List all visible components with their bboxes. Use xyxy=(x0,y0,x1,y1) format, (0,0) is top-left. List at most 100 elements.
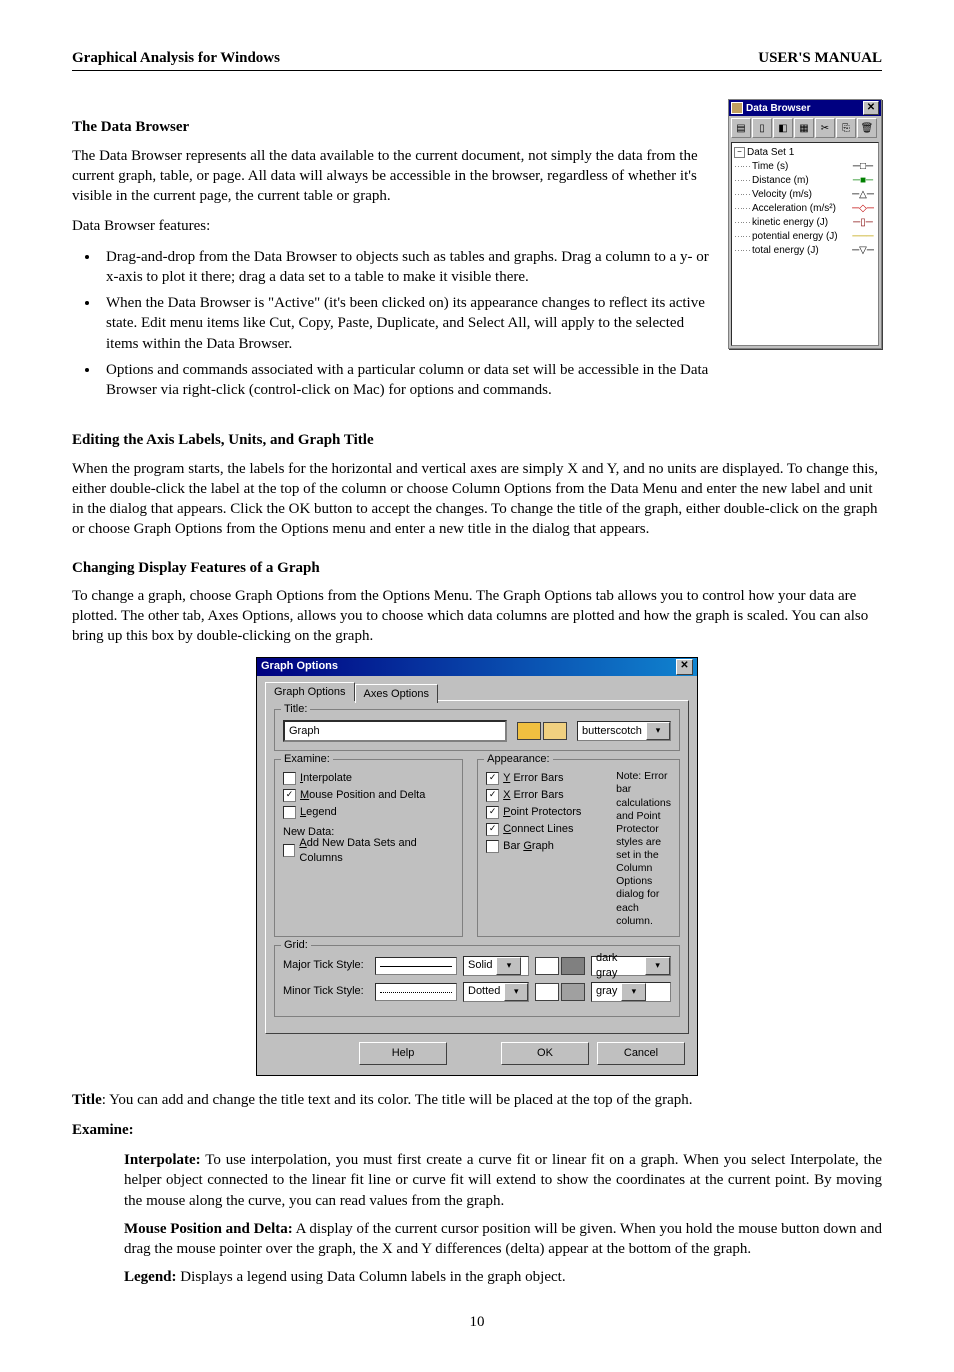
checkbox[interactable] xyxy=(283,806,296,819)
minor-tick-style-combo[interactable]: Dotted▾ xyxy=(463,982,529,1002)
checkbox[interactable] xyxy=(283,772,296,785)
checkbox[interactable]: ✓ xyxy=(486,823,499,836)
tree-branch-icon: ⋯⋯ xyxy=(734,216,750,228)
minor-swatch-2[interactable] xyxy=(561,983,585,1001)
major-tick-row: Major Tick Style: Solid▾ dark gray▾ xyxy=(283,956,671,976)
tree-item[interactable]: ⋯⋯Distance (m)─■─ xyxy=(734,173,876,187)
heading-display-features: Changing Display Features of a Graph xyxy=(72,558,882,578)
ok-button[interactable]: OK xyxy=(501,1042,589,1065)
checkbox[interactable]: ✓ xyxy=(486,789,499,802)
grid-group: Grid: Major Tick Style: Solid▾ dark gray… xyxy=(274,945,680,1017)
chevron-down-icon[interactable]: ▾ xyxy=(646,722,670,740)
tree-item[interactable]: ⋯⋯Acceleration (m/s²)─◇─ xyxy=(734,201,876,215)
cut-icon[interactable]: ✂ xyxy=(815,118,835,138)
tab-axes-options[interactable]: Axes Options xyxy=(355,684,438,704)
major-tick-preview xyxy=(375,957,457,975)
chk-label: Y Error Bars xyxy=(503,771,563,786)
tree-root[interactable]: − Data Set 1 xyxy=(734,145,876,159)
graph-options-dialog: Graph Options ✕ Graph Options Axes Optio… xyxy=(256,657,698,1076)
chk-bar-graph[interactable]: Bar Graph xyxy=(486,838,606,855)
major-swatch-1[interactable] xyxy=(535,957,559,975)
close-icon[interactable]: ✕ xyxy=(863,101,879,115)
chevron-down-icon[interactable]: ▾ xyxy=(496,957,521,975)
minor-tick-swatches[interactable] xyxy=(535,983,585,1001)
title-group: Title: Graph butterscotch ▾ xyxy=(274,709,680,751)
checkbox[interactable] xyxy=(283,844,295,857)
series-marker-icon: ─▯─ xyxy=(850,216,876,230)
title-color-combo[interactable]: butterscotch ▾ xyxy=(577,721,671,741)
minor-tick-row: Minor Tick Style: Dotted▾ gray▾ xyxy=(283,982,671,1002)
page-number: 10 xyxy=(72,1312,882,1332)
column-options-icon[interactable]: ◧ xyxy=(773,118,793,138)
cancel-button[interactable]: Cancel xyxy=(597,1042,685,1065)
tree-branch-icon: ⋯⋯ xyxy=(734,188,750,200)
chk-connect-lines[interactable]: ✓Connect Lines xyxy=(486,821,606,838)
minor-tick-color-combo[interactable]: gray▾ xyxy=(591,982,671,1002)
title-color-swatches[interactable] xyxy=(517,722,567,740)
close-icon[interactable]: ✕ xyxy=(676,659,693,675)
chk-label: Mouse Position and Delta xyxy=(300,788,425,803)
data-browser-titlebar[interactable]: Data Browser ✕ xyxy=(729,100,881,116)
tab-graph-options[interactable]: Graph Options xyxy=(265,682,355,702)
s1-bullets: Drag-and-drop from the Data Browser to o… xyxy=(72,247,710,401)
new-dataset-icon[interactable]: ▤ xyxy=(731,118,751,138)
chk-y-error-bars[interactable]: ✓ Y Error Bars xyxy=(486,770,606,787)
heading-axis-labels: Editing the Axis Labels, Units, and Grap… xyxy=(72,430,882,450)
tree-item-label: potential energy (J) xyxy=(752,230,838,244)
data-browser-window: Data Browser ✕ ▤ ▯ ◧ ▦ ✂ ⎘ 🗑 − Data Set … xyxy=(728,99,882,349)
checkbox[interactable] xyxy=(486,840,499,853)
chevron-down-icon[interactable]: ▾ xyxy=(504,983,528,1001)
checkbox[interactable]: ✓ xyxy=(486,806,499,819)
tree-branch-icon: ⋯⋯ xyxy=(734,202,750,214)
header-right: USER'S MANUAL xyxy=(758,48,882,68)
data-browser-toolbar: ▤ ▯ ◧ ▦ ✂ ⎘ 🗑 xyxy=(729,116,881,140)
title-color-name: butterscotch xyxy=(578,724,646,739)
major-tick-color-combo[interactable]: dark gray▾ xyxy=(591,956,671,976)
title-input[interactable]: Graph xyxy=(283,720,507,742)
tree-branch-icon: ⋯⋯ xyxy=(734,244,750,256)
sort-icon[interactable]: ▦ xyxy=(794,118,814,138)
s1-b2: When the Data Browser is "Active" (it's … xyxy=(100,293,710,354)
title-swatch-1[interactable] xyxy=(517,722,541,740)
delete-icon[interactable]: 🗑 xyxy=(857,118,877,138)
series-marker-icon: ─▽─ xyxy=(850,244,876,258)
major-tick-swatches[interactable] xyxy=(535,957,585,975)
s1-b1: Drag-and-drop from the Data Browser to o… xyxy=(100,247,710,288)
tree-item[interactable]: ⋯⋯Time (s)─□─ xyxy=(734,159,876,173)
major-swatch-2[interactable] xyxy=(561,957,585,975)
tree-item[interactable]: ⋯⋯kinetic energy (J)─▯─ xyxy=(734,215,876,229)
dialog-buttons: Help OK Cancel xyxy=(265,1034,689,1067)
help-button[interactable]: Help xyxy=(359,1042,447,1065)
chk-mouse-position-and-delta[interactable]: ✓ Mouse Position and Delta xyxy=(283,787,454,804)
tree-item[interactable]: ⋯⋯Velocity (m/s)─△─ xyxy=(734,187,876,201)
collapse-icon[interactable]: − xyxy=(734,147,745,158)
chk-label: Point Protectors xyxy=(503,805,581,820)
appearance-note: Note: Error bar calculations and Point P… xyxy=(616,770,671,928)
minor-swatch-1[interactable] xyxy=(535,983,559,1001)
chk-interpolate[interactable]: Interpolate xyxy=(283,770,454,787)
chk-legend[interactable]: Legend xyxy=(283,804,454,821)
tree-item[interactable]: ⋯⋯potential energy (J)─── xyxy=(734,229,876,243)
tree-item[interactable]: ⋯⋯total energy (J)─▽─ xyxy=(734,243,876,257)
tree-item-label: Time (s) xyxy=(752,160,788,174)
series-marker-icon: ─△─ xyxy=(850,188,876,202)
chevron-down-icon[interactable]: ▾ xyxy=(621,983,646,1001)
checkbox[interactable]: ✓ xyxy=(486,772,499,785)
checkbox[interactable]: ✓ xyxy=(283,789,296,802)
definitions: Interpolate: To use interpolation, you m… xyxy=(124,1150,882,1288)
after-examine-head: Examine: xyxy=(72,1120,882,1140)
series-marker-icon: ─■─ xyxy=(850,174,876,188)
chk-add-new-data[interactable]: Add New Data Sets and Columns xyxy=(283,842,454,859)
chk-point-protectors[interactable]: ✓ Point Protectors xyxy=(486,804,606,821)
series-marker-icon: ─□─ xyxy=(850,160,876,174)
new-column-icon[interactable]: ▯ xyxy=(752,118,772,138)
chevron-down-icon[interactable]: ▾ xyxy=(645,957,670,975)
copy-icon[interactable]: ⎘ xyxy=(836,118,856,138)
chk-x-error-bars[interactable]: ✓X Error Bars xyxy=(486,787,606,804)
major-tick-style-combo[interactable]: Solid▾ xyxy=(463,956,529,976)
after-title-line: Title: You can add and change the title … xyxy=(72,1090,882,1110)
chk-label: Bar Graph xyxy=(503,839,554,854)
dialog-titlebar[interactable]: Graph Options ✕ xyxy=(257,658,697,676)
header-left: Graphical Analysis for Windows xyxy=(72,48,280,68)
title-swatch-2[interactable] xyxy=(543,722,567,740)
